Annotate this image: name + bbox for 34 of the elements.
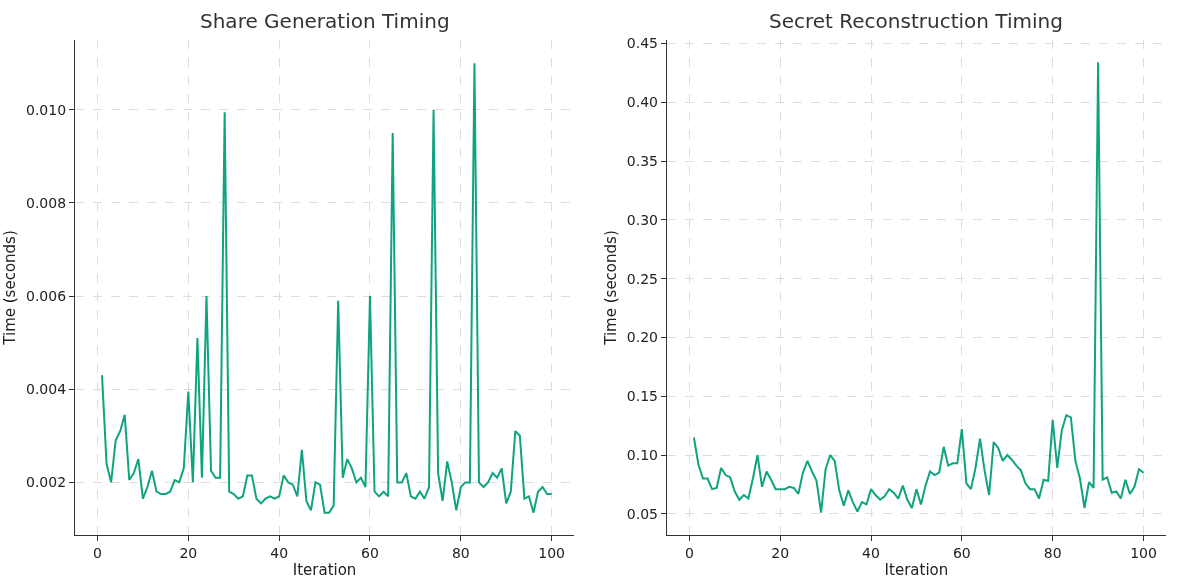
x-tick-label: 100 [1130, 544, 1157, 561]
y-tick-label: 0.008 [26, 194, 67, 211]
x-tick-label: 20 [179, 544, 198, 561]
x-axis-title: Iteration [292, 560, 357, 579]
chart-title: Secret Reconstruction Timing [769, 9, 1063, 33]
x-tick-label: 80 [1043, 544, 1062, 561]
chart-title: Share Generation Timing [200, 9, 450, 33]
y-axis-title: Time (seconds) [1, 230, 20, 346]
y-tick-label: 0.15 [626, 388, 658, 405]
y-tick-label: 0.35 [626, 153, 658, 169]
x-tick-label: 0 [93, 544, 102, 561]
y-tick-label: 0.05 [626, 505, 658, 522]
line-series [101, 62, 553, 514]
y-axis-title: Time (seconds) [602, 230, 621, 346]
y-tick-label: 0.25 [626, 270, 658, 287]
x-tick-label: 60 [952, 544, 971, 561]
y-tick-label: 0.006 [26, 288, 67, 305]
x-tick-label: 80 [451, 544, 470, 561]
x-tick-label: 100 [538, 544, 566, 561]
y-tick-label: 0.45 [626, 35, 658, 52]
y-tick-label: 0.30 [626, 211, 658, 228]
y-tick-label: 0.10 [626, 446, 658, 463]
y-tick-label: 0.002 [26, 474, 67, 491]
x-tick-label: 40 [270, 544, 289, 561]
x-tick-label: 60 [361, 544, 379, 561]
y-tick-label: 0.004 [26, 381, 67, 398]
x-axis-title: Iteration [884, 560, 949, 579]
line-series [692, 61, 1145, 514]
y-tick-label: 0.010 [26, 101, 67, 118]
x-tick-label: 20 [771, 544, 790, 561]
y-tick-label: 0.20 [626, 329, 658, 346]
x-tick-label: 0 [684, 544, 694, 561]
x-tick-label: 40 [862, 544, 880, 561]
y-tick-label: 0.40 [626, 94, 658, 111]
